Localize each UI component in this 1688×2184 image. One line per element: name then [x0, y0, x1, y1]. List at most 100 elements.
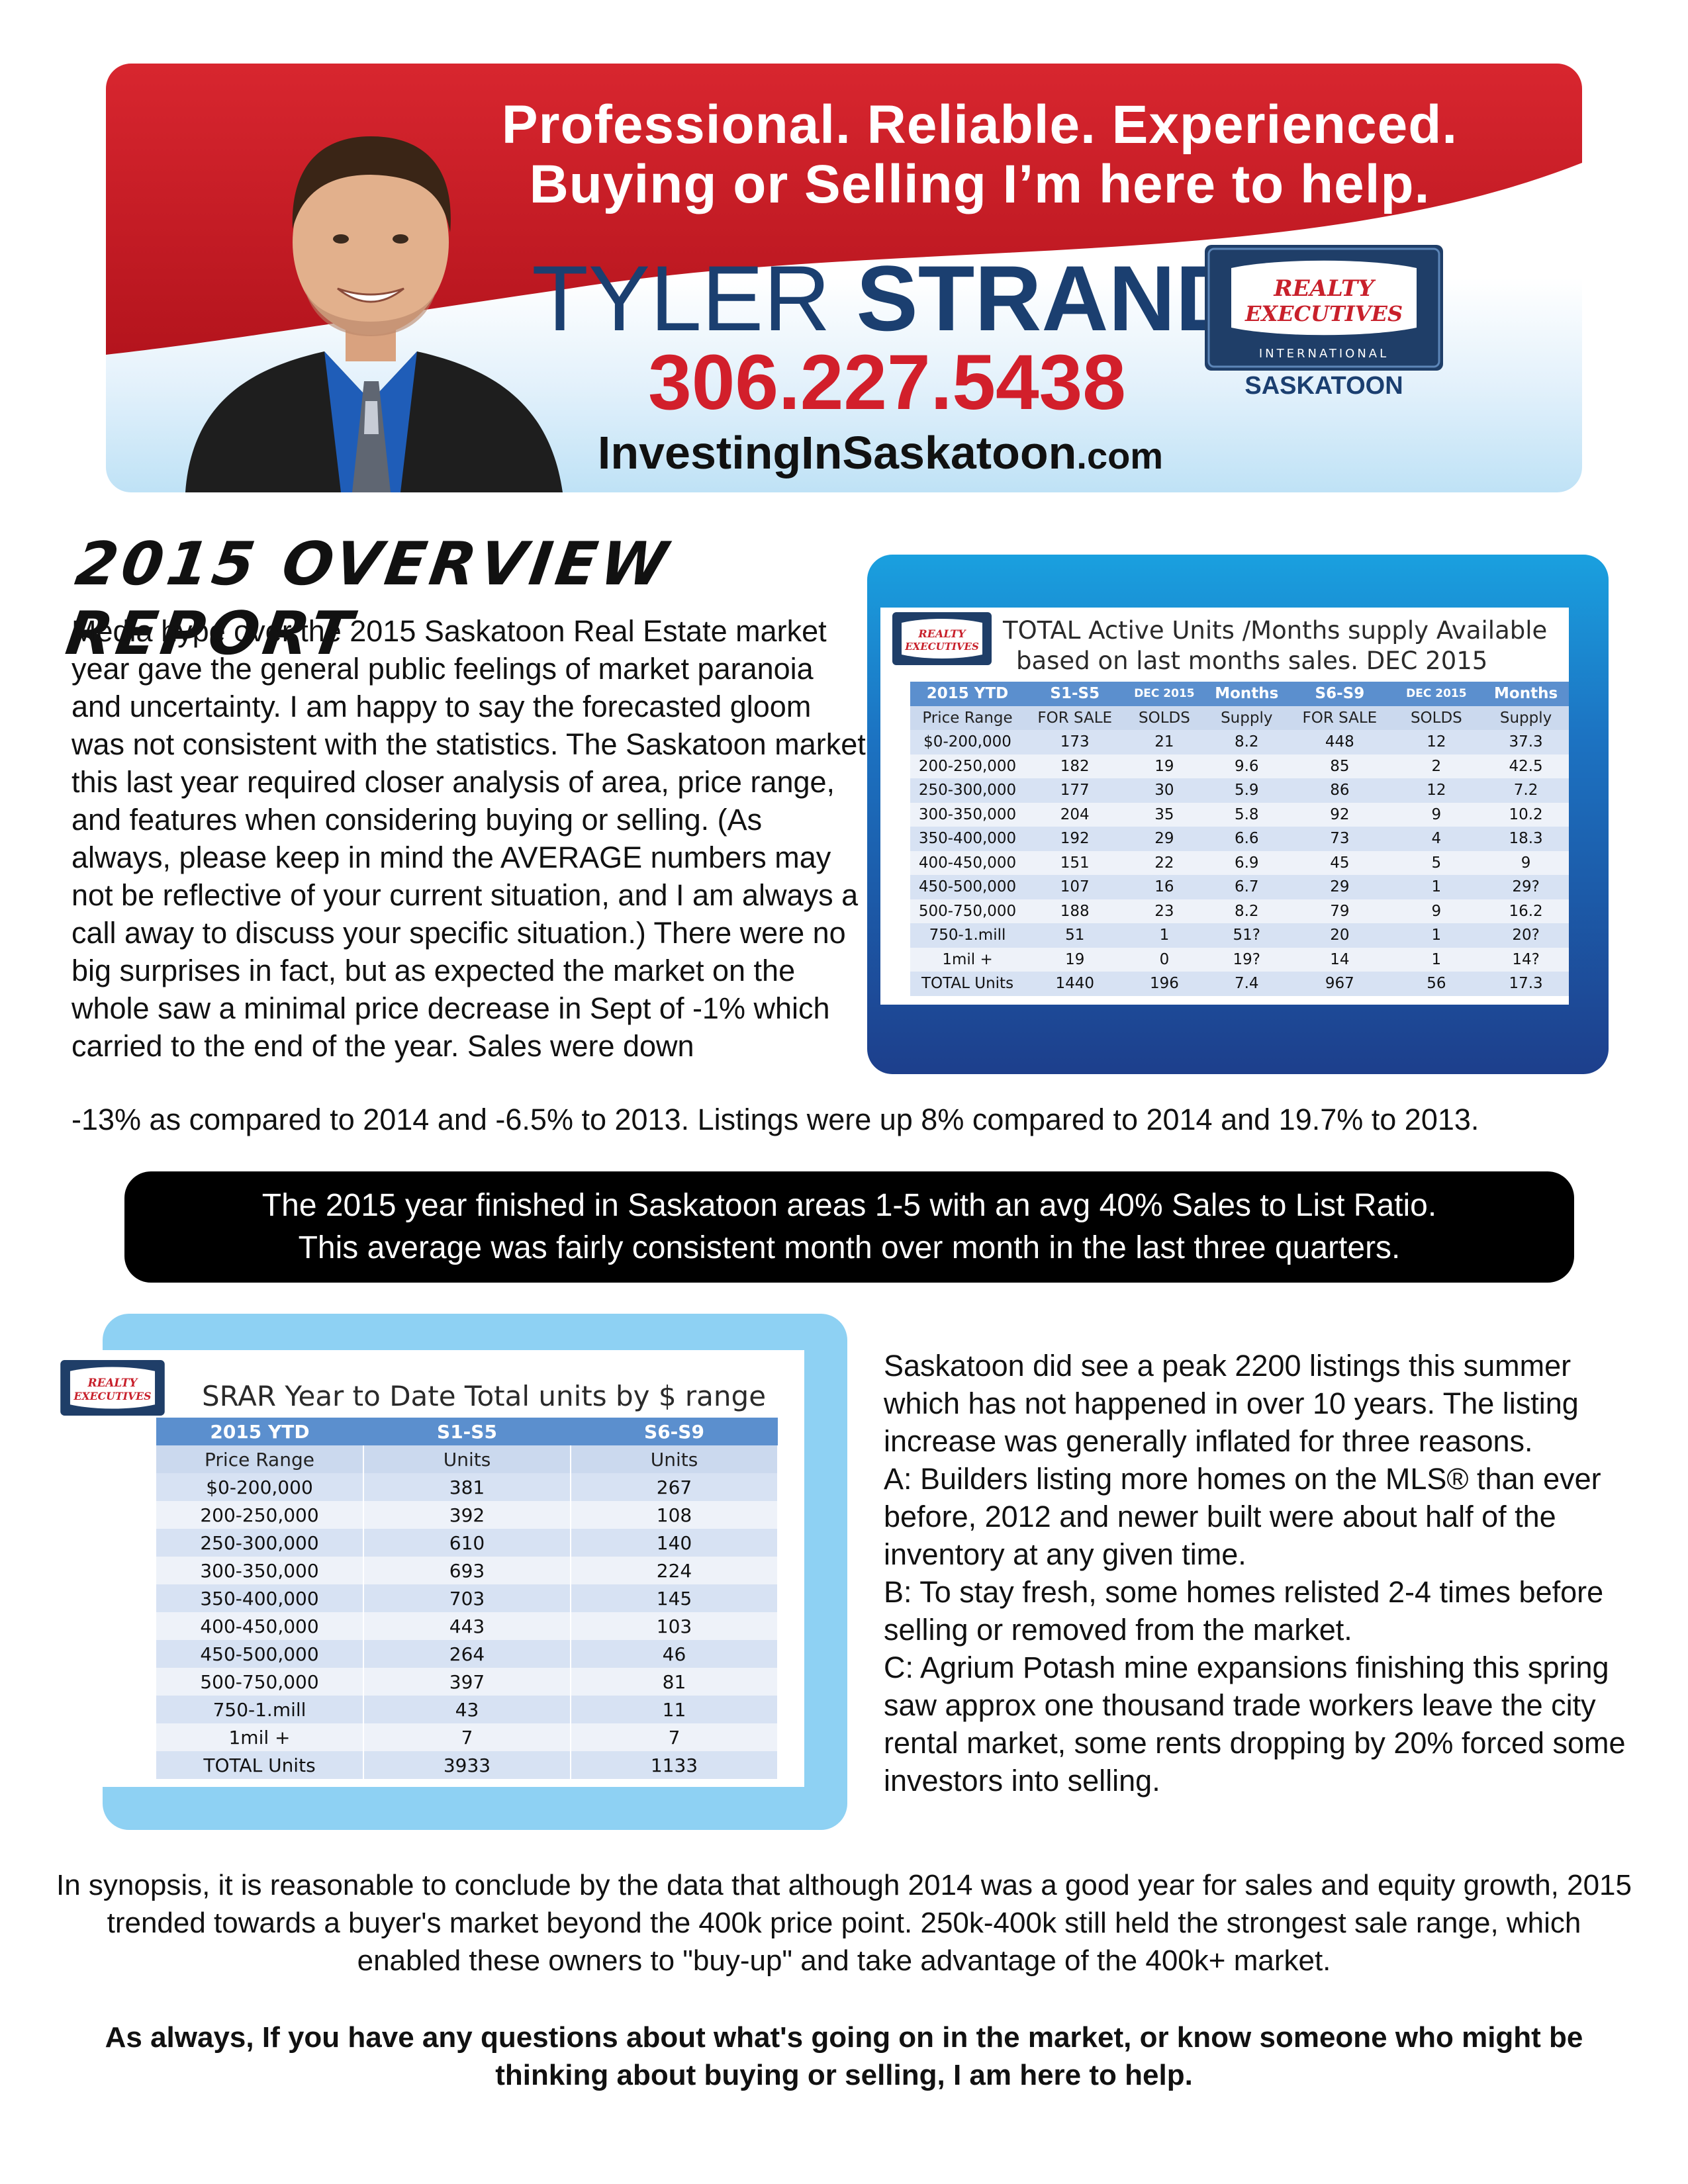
table-cell: 145	[571, 1584, 778, 1612]
table-cell: 264	[363, 1640, 571, 1668]
table-cell: 140	[571, 1529, 778, 1557]
table-subheader-cell: Supply	[1203, 705, 1290, 730]
agent-website-link[interactable]: InvestingInSaskatoon.com	[417, 426, 1344, 482]
table-subheader-row: Price Range FOR SALE SOLDS Supply FOR SA…	[910, 705, 1569, 730]
price-range-cell: 500-750,000	[156, 1668, 364, 1696]
price-range-cell: 200-250,000	[156, 1501, 364, 1529]
realty-executives-mini-logo: REALTY EXECUTIVES	[60, 1360, 165, 1416]
table-cell: 6.9	[1203, 850, 1290, 875]
agent-portrait	[185, 136, 563, 492]
table-cell: 693	[363, 1557, 571, 1584]
active-units-title-line-1: TOTAL Active Units /Months supply Availa…	[1003, 616, 1548, 645]
sales-ratio-line-2: This average was fairly consistent month…	[298, 1230, 1401, 1265]
table-cell: 20?	[1483, 923, 1569, 948]
header-banner: Professional. Reliable. Experienced. Buy…	[106, 64, 1582, 492]
table-row: 350-400,000 192 29 6.6 73 4 18.3	[910, 827, 1569, 851]
table-header-cell: DEC 2015	[1125, 682, 1204, 706]
table-cell: 9	[1389, 899, 1483, 923]
mini-logo-realty-text: REALTY	[917, 627, 966, 640]
table-subheader-cell: FOR SALE	[1289, 705, 1390, 730]
table-row: 250-300,000 610 140	[156, 1529, 778, 1557]
logo-realty-text: REALTY	[1273, 275, 1376, 302]
table-cell: 1	[1389, 947, 1483, 972]
table-cell: 7.4	[1203, 972, 1290, 996]
table-row: 1mil +19 0 19? 14 1 14?	[910, 947, 1569, 972]
table-header-row: 2015 YTD S1-S5 DEC 2015 Months S6-S9 DEC…	[910, 682, 1569, 706]
table-row: 250-300,000 177 30 5.9 86 12 7.2	[910, 778, 1569, 803]
table-cell: 81	[571, 1668, 778, 1696]
price-range-cell: 400-450,000	[910, 850, 1025, 875]
table-header-cell: S1-S5	[1025, 682, 1125, 706]
table-header-cell: Months	[1483, 682, 1569, 706]
price-range-cell: 400-450,000	[156, 1612, 364, 1640]
table-cell: 8.2	[1203, 730, 1290, 754]
table-cell: 29	[1289, 875, 1390, 899]
price-range-cell: 750-1.mill	[910, 923, 1025, 948]
table-cell: 43	[363, 1696, 571, 1723]
price-range-cell: 250-300,000	[156, 1529, 364, 1557]
price-range-cell: 1mil +	[910, 947, 1025, 972]
red-wave-background	[106, 64, 1582, 355]
table-cell: 12	[1389, 730, 1483, 754]
mini-logo-executives-text: EXECUTIVES	[904, 641, 979, 653]
active-units-table: 2015 YTD S1-S5 DEC 2015 Months S6-S9 DEC…	[910, 682, 1569, 996]
table-cell: 21	[1125, 730, 1204, 754]
table-row: 450-500,000 264 46	[156, 1640, 778, 1668]
slogan-line-1: Professional. Reliable. Experienced.	[501, 95, 1458, 155]
table-cell: 7	[363, 1723, 571, 1751]
table-cell: 9	[1389, 802, 1483, 827]
table-subheader-cell: FOR SALE	[1025, 705, 1125, 730]
table-header-cell: S1-S5	[363, 1418, 571, 1445]
table-cell: 9	[1483, 850, 1569, 875]
table-cell: 7.2	[1483, 778, 1569, 803]
table-header-cell: 2015 YTD	[156, 1418, 363, 1445]
table-cell: 11	[571, 1696, 778, 1723]
ytd-units-title: SRAR Year to Date Total units by $ range	[202, 1380, 767, 1412]
active-units-title: TOTAL Active Units /Months supply Availa…	[1003, 615, 1572, 676]
listing-reason-a: A: Builders listing more homes on the ML…	[884, 1462, 1601, 1571]
table-cell: 9.6	[1203, 754, 1290, 778]
table-cell: 173	[1025, 730, 1125, 754]
listing-reasons-text: Saskatoon did see a peak 2200 listings t…	[884, 1347, 1645, 1799]
table-subheader-cell: SOLDS	[1389, 705, 1483, 730]
brand-city: SASKATOON	[1244, 372, 1403, 400]
table-cell: 1	[1389, 875, 1483, 899]
price-range-cell: 450-500,000	[910, 875, 1025, 899]
agent-first-name: TYLER	[532, 246, 831, 350]
table-cell: 103	[571, 1612, 778, 1640]
table-cell: 1133	[571, 1751, 778, 1779]
price-range-cell: 450-500,000	[156, 1640, 364, 1668]
table-cell: 73	[1289, 827, 1390, 851]
table-header-row: 2015 YTD S1-S5 S6-S9	[156, 1418, 778, 1445]
agent-phone[interactable]: 306.227.5438	[648, 339, 1126, 426]
table-row: 350-400,000 703 145	[156, 1584, 778, 1612]
price-range-cell: 300-350,000	[910, 802, 1025, 827]
table-cell: 46	[571, 1640, 778, 1668]
table-cell: 204	[1025, 802, 1125, 827]
mini-logo-realty-text: REALTY	[87, 1376, 139, 1389]
table-header-cell: S6-S9	[1289, 682, 1390, 706]
agent-last-name: STRAND	[856, 246, 1243, 350]
table-row: 500-750,000 188 23 8.2 79 9 16.2	[910, 899, 1569, 923]
intro-paragraph: Media hype over the 2015 Saskatoon Real …	[71, 614, 866, 1063]
table-header-cell: 2015 YTD	[910, 682, 1025, 706]
ytd-units-table-body: Price Range Units Units $0-200,000 381 267…	[156, 1445, 778, 1779]
synopsis-paragraph: In synopsis, it is reasonable to conclud…	[56, 1869, 1632, 1977]
table-row: $0-200,000 173 21 8.2 448 12 37.3	[910, 730, 1569, 754]
table-subheader-cell: Units	[571, 1445, 778, 1473]
table-cell: 85	[1289, 754, 1390, 778]
table-cell: 151	[1025, 850, 1125, 875]
table-cell: 20	[1289, 923, 1390, 948]
closing-paragraph: As always, If you have any questions abo…	[105, 2021, 1583, 2091]
table-cell: 397	[363, 1668, 571, 1696]
table-cell: 17.3	[1483, 972, 1569, 996]
active-units-table-body: Price Range FOR SALE SOLDS Supply FOR SA…	[910, 705, 1569, 996]
table-cell: 610	[363, 1529, 571, 1557]
table-header-cell: S6-S9	[571, 1418, 778, 1445]
table-cell: 267	[571, 1473, 778, 1501]
agent-name: TYLER STRAND	[457, 249, 1317, 348]
table-cell: 8.2	[1203, 899, 1290, 923]
realty-executives-logo: REALTY EXECUTIVES INTERNATIONAL	[1205, 245, 1443, 371]
table-row: TOTAL Units 1440 196 7.4 967 56 17.3	[910, 972, 1569, 996]
price-range-cell: $0-200,000	[910, 730, 1025, 754]
